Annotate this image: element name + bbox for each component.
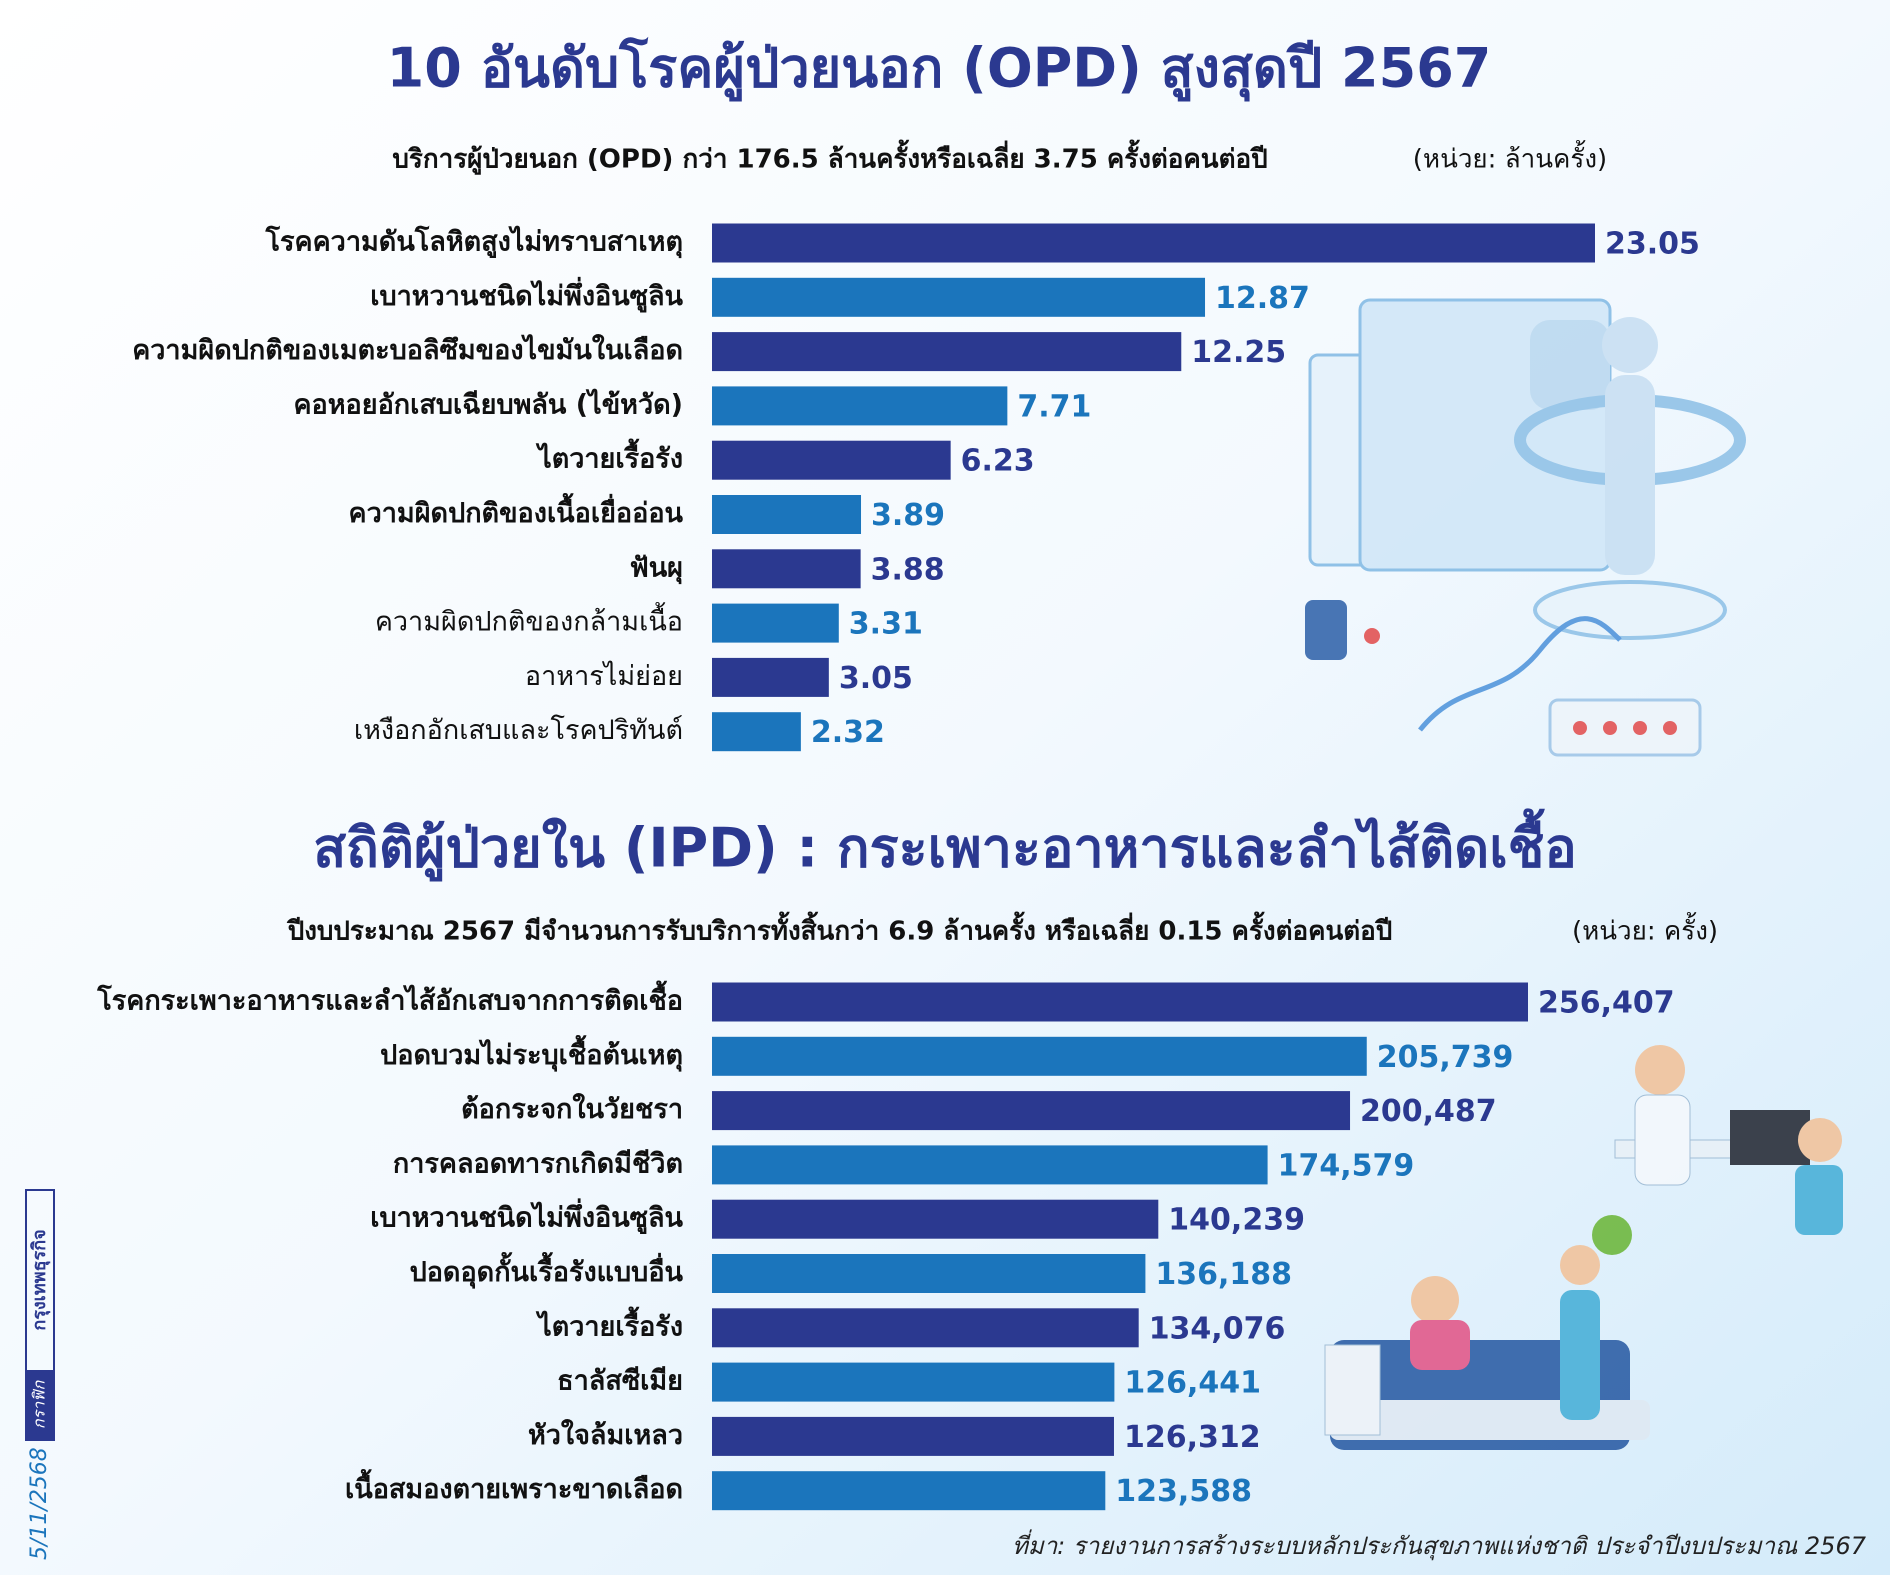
value-label: 7.71 [1017, 389, 1091, 424]
value-label: 140,239 [1168, 1203, 1305, 1238]
charts: 10 อันดับโรคผู้ป่วยนอก (OPD) สูงสุดปี 25… [96, 37, 1718, 1511]
bar [712, 1254, 1146, 1293]
chart-title: สถิติผู้ป่วยใน (IPD) : กระเพาะอาหารและลำ… [313, 809, 1577, 882]
value-label: 23.05 [1605, 227, 1700, 262]
hospital-illustration [1324, 1045, 1843, 1450]
value-label: 136,188 [1155, 1257, 1292, 1292]
bar [712, 657, 829, 697]
value-label: 205,739 [1377, 1040, 1514, 1075]
bar [712, 603, 839, 643]
credit-label: กราฟิก [30, 1380, 49, 1430]
chart-title: 10 อันดับโรคผู้ป่วยนอก (OPD) สูงสุดปี 25… [387, 37, 1492, 103]
bar [712, 495, 862, 534]
bar [712, 386, 1008, 426]
bar [712, 549, 861, 589]
category-label: ต้อกระจกในวัยชรา [461, 1093, 683, 1125]
bar [712, 1471, 1106, 1511]
category-label: การคลอดทารกเกิดมีชีวิต [393, 1148, 683, 1179]
bar [712, 1036, 1367, 1076]
bar [712, 1199, 1159, 1239]
category-label: โรคกระเพาะอาหารและลำไส้อักเสบจากการติดเช… [96, 980, 683, 1017]
value-label: 126,312 [1124, 1420, 1261, 1455]
value-label: 256,407 [1538, 986, 1675, 1021]
category-label: ไตวายเรื้อรัง [535, 438, 683, 475]
bar [712, 1145, 1268, 1185]
category-label: ฟันผุ [630, 552, 683, 584]
date: 5/11/2568 [27, 1447, 52, 1560]
bar [712, 1308, 1139, 1348]
category-label: โรคความดันโลหิตสูงไม่ทราบสาเหตุ [265, 225, 683, 259]
value-label: 3.31 [849, 607, 923, 642]
bar [712, 1416, 1114, 1456]
unit-label: (หน่วย: ครั้ง) [1572, 912, 1718, 947]
bar [712, 1091, 1351, 1131]
category-label: ธาลัสซีเมีย [557, 1366, 683, 1397]
category-label: ความผิดปกติของเนื้อเยื่ออ่อน [349, 492, 684, 529]
category-label: ปอดบวมไม่ระบุเชื้อต้นเหตุ [380, 1034, 683, 1072]
value-label: 134,076 [1149, 1311, 1286, 1346]
value-label: 3.89 [871, 498, 945, 533]
unit-label: (หน่วย: ล้านครั้ง) [1413, 140, 1607, 175]
credit-tag [26, 1370, 54, 1440]
value-label: 12.25 [1191, 335, 1286, 370]
source-note: ที่มา: รายงานการสร้างระบบหลักประกันสุขภา… [1012, 1529, 1867, 1561]
bar [712, 332, 1182, 372]
category-label: เหงือกอักเสบและโรคปริทันต์ [354, 714, 683, 746]
value-label: 174,579 [1278, 1148, 1415, 1183]
value-label: 3.05 [839, 661, 913, 696]
bar [712, 223, 1595, 263]
category-label: ความผิดปกติของเมตะบอลิซึมของไขมันในเลือด [132, 334, 683, 366]
bar [712, 440, 951, 480]
category-label: ความผิดปกติของกล้ามเนื้อ [375, 602, 683, 638]
category-label: เนื้อสมองตายเพราะขาดเลือด [345, 1468, 683, 1505]
bar [712, 712, 801, 752]
value-label: 6.23 [961, 444, 1035, 479]
value-label: 3.88 [871, 552, 945, 587]
medical-illustration [1305, 298, 1746, 757]
value-label: 126,441 [1124, 1366, 1261, 1401]
value-label: 200,487 [1360, 1094, 1497, 1129]
value-label: 123,588 [1115, 1474, 1252, 1509]
value-label: 12.87 [1215, 281, 1310, 316]
chart-subtitle: ปีงบประมาณ 2567 มีจำนวนการรับบริการทั้งส… [287, 911, 1393, 947]
category-label: คอหอยอักเสบเฉียบพลัน (ไข้หวัด) [293, 388, 683, 420]
side-credit: 5/11/2568 กราฟิก กรุงเทพธุรกิจ [25, 1189, 55, 1560]
category-label: ไตวายเรื้อรัง [535, 1305, 683, 1342]
category-label: ปอดอุดกั้นเรื้อรังแบบอื่น [410, 1251, 684, 1289]
value-label: 2.32 [811, 715, 885, 750]
category-label: เบาหวานชนิดไม่พึ่งอินซูลิน [370, 1198, 683, 1235]
bar [712, 1362, 1115, 1402]
category-label: เบาหวานชนิดไม่พึ่งอินซูลิน [370, 276, 683, 313]
chart-subtitle: บริการผู้ป่วยนอก (OPD) กว่า 176.5 ล้านคร… [392, 139, 1267, 176]
category-label: อาหารไม่ย่อย [525, 661, 683, 692]
bar [712, 277, 1206, 317]
category-label: หัวใจล้มเหลว [528, 1419, 683, 1451]
credit: กรุงเทพธุรกิจ [29, 1229, 51, 1330]
bar [712, 982, 1528, 1022]
